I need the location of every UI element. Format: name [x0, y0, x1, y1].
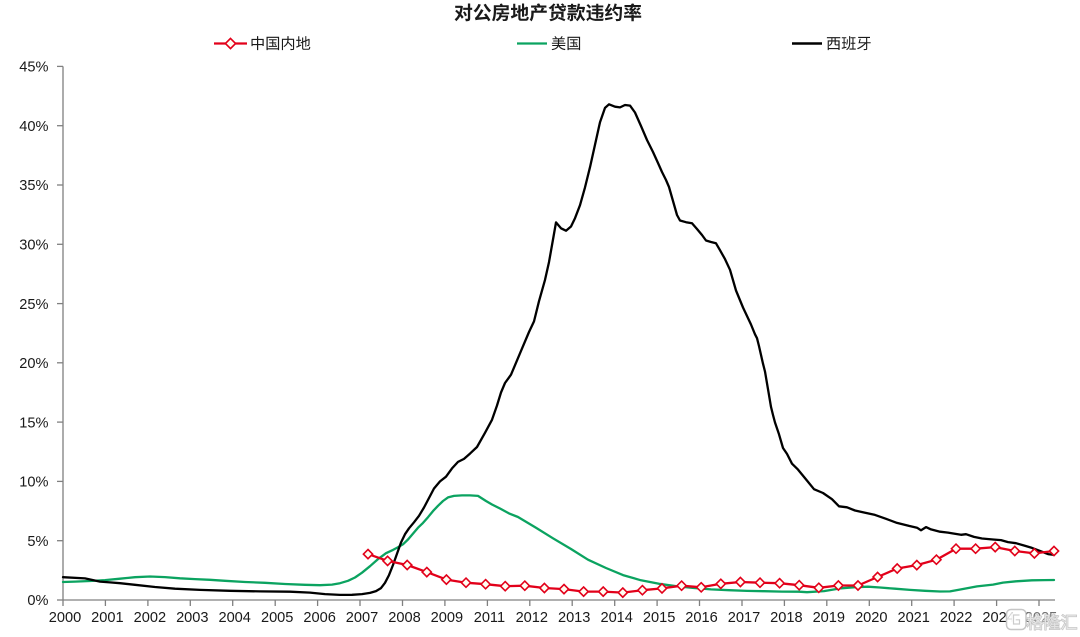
svg-text:2016: 2016: [685, 610, 717, 626]
svg-text:20%: 20%: [19, 356, 48, 372]
svg-text:2006: 2006: [303, 610, 335, 626]
svg-text:5%: 5%: [27, 534, 48, 550]
svg-text:2009: 2009: [431, 610, 463, 626]
svg-text:2015: 2015: [643, 610, 675, 626]
svg-text:2001: 2001: [91, 610, 123, 626]
svg-text:2011: 2011: [474, 610, 505, 626]
svg-text:2000: 2000: [49, 610, 81, 626]
svg-text:40%: 40%: [19, 119, 48, 135]
svg-text:15%: 15%: [19, 415, 48, 431]
svg-text:2007: 2007: [346, 610, 378, 626]
svg-text:2003: 2003: [176, 610, 208, 626]
svg-text:2013: 2013: [558, 610, 590, 626]
svg-text:2014: 2014: [600, 610, 632, 626]
svg-text:45%: 45%: [19, 60, 48, 76]
svg-text:2002: 2002: [134, 610, 166, 626]
svg-text:30%: 30%: [19, 238, 48, 254]
svg-text:2020: 2020: [855, 610, 887, 626]
svg-text:10%: 10%: [19, 475, 48, 491]
svg-text:2008: 2008: [388, 610, 420, 626]
svg-text:2022: 2022: [940, 610, 972, 626]
svg-text:2021: 2021: [897, 610, 929, 626]
svg-text:35%: 35%: [19, 178, 48, 194]
svg-text:25%: 25%: [19, 297, 48, 313]
svg-text:2019: 2019: [813, 610, 845, 626]
svg-text:2018: 2018: [770, 610, 802, 626]
svg-text:2012: 2012: [516, 610, 548, 626]
svg-text:2005: 2005: [261, 610, 293, 626]
svg-text:2004: 2004: [218, 610, 250, 626]
svg-text:2017: 2017: [728, 610, 760, 626]
svg-text:0%: 0%: [27, 593, 48, 609]
